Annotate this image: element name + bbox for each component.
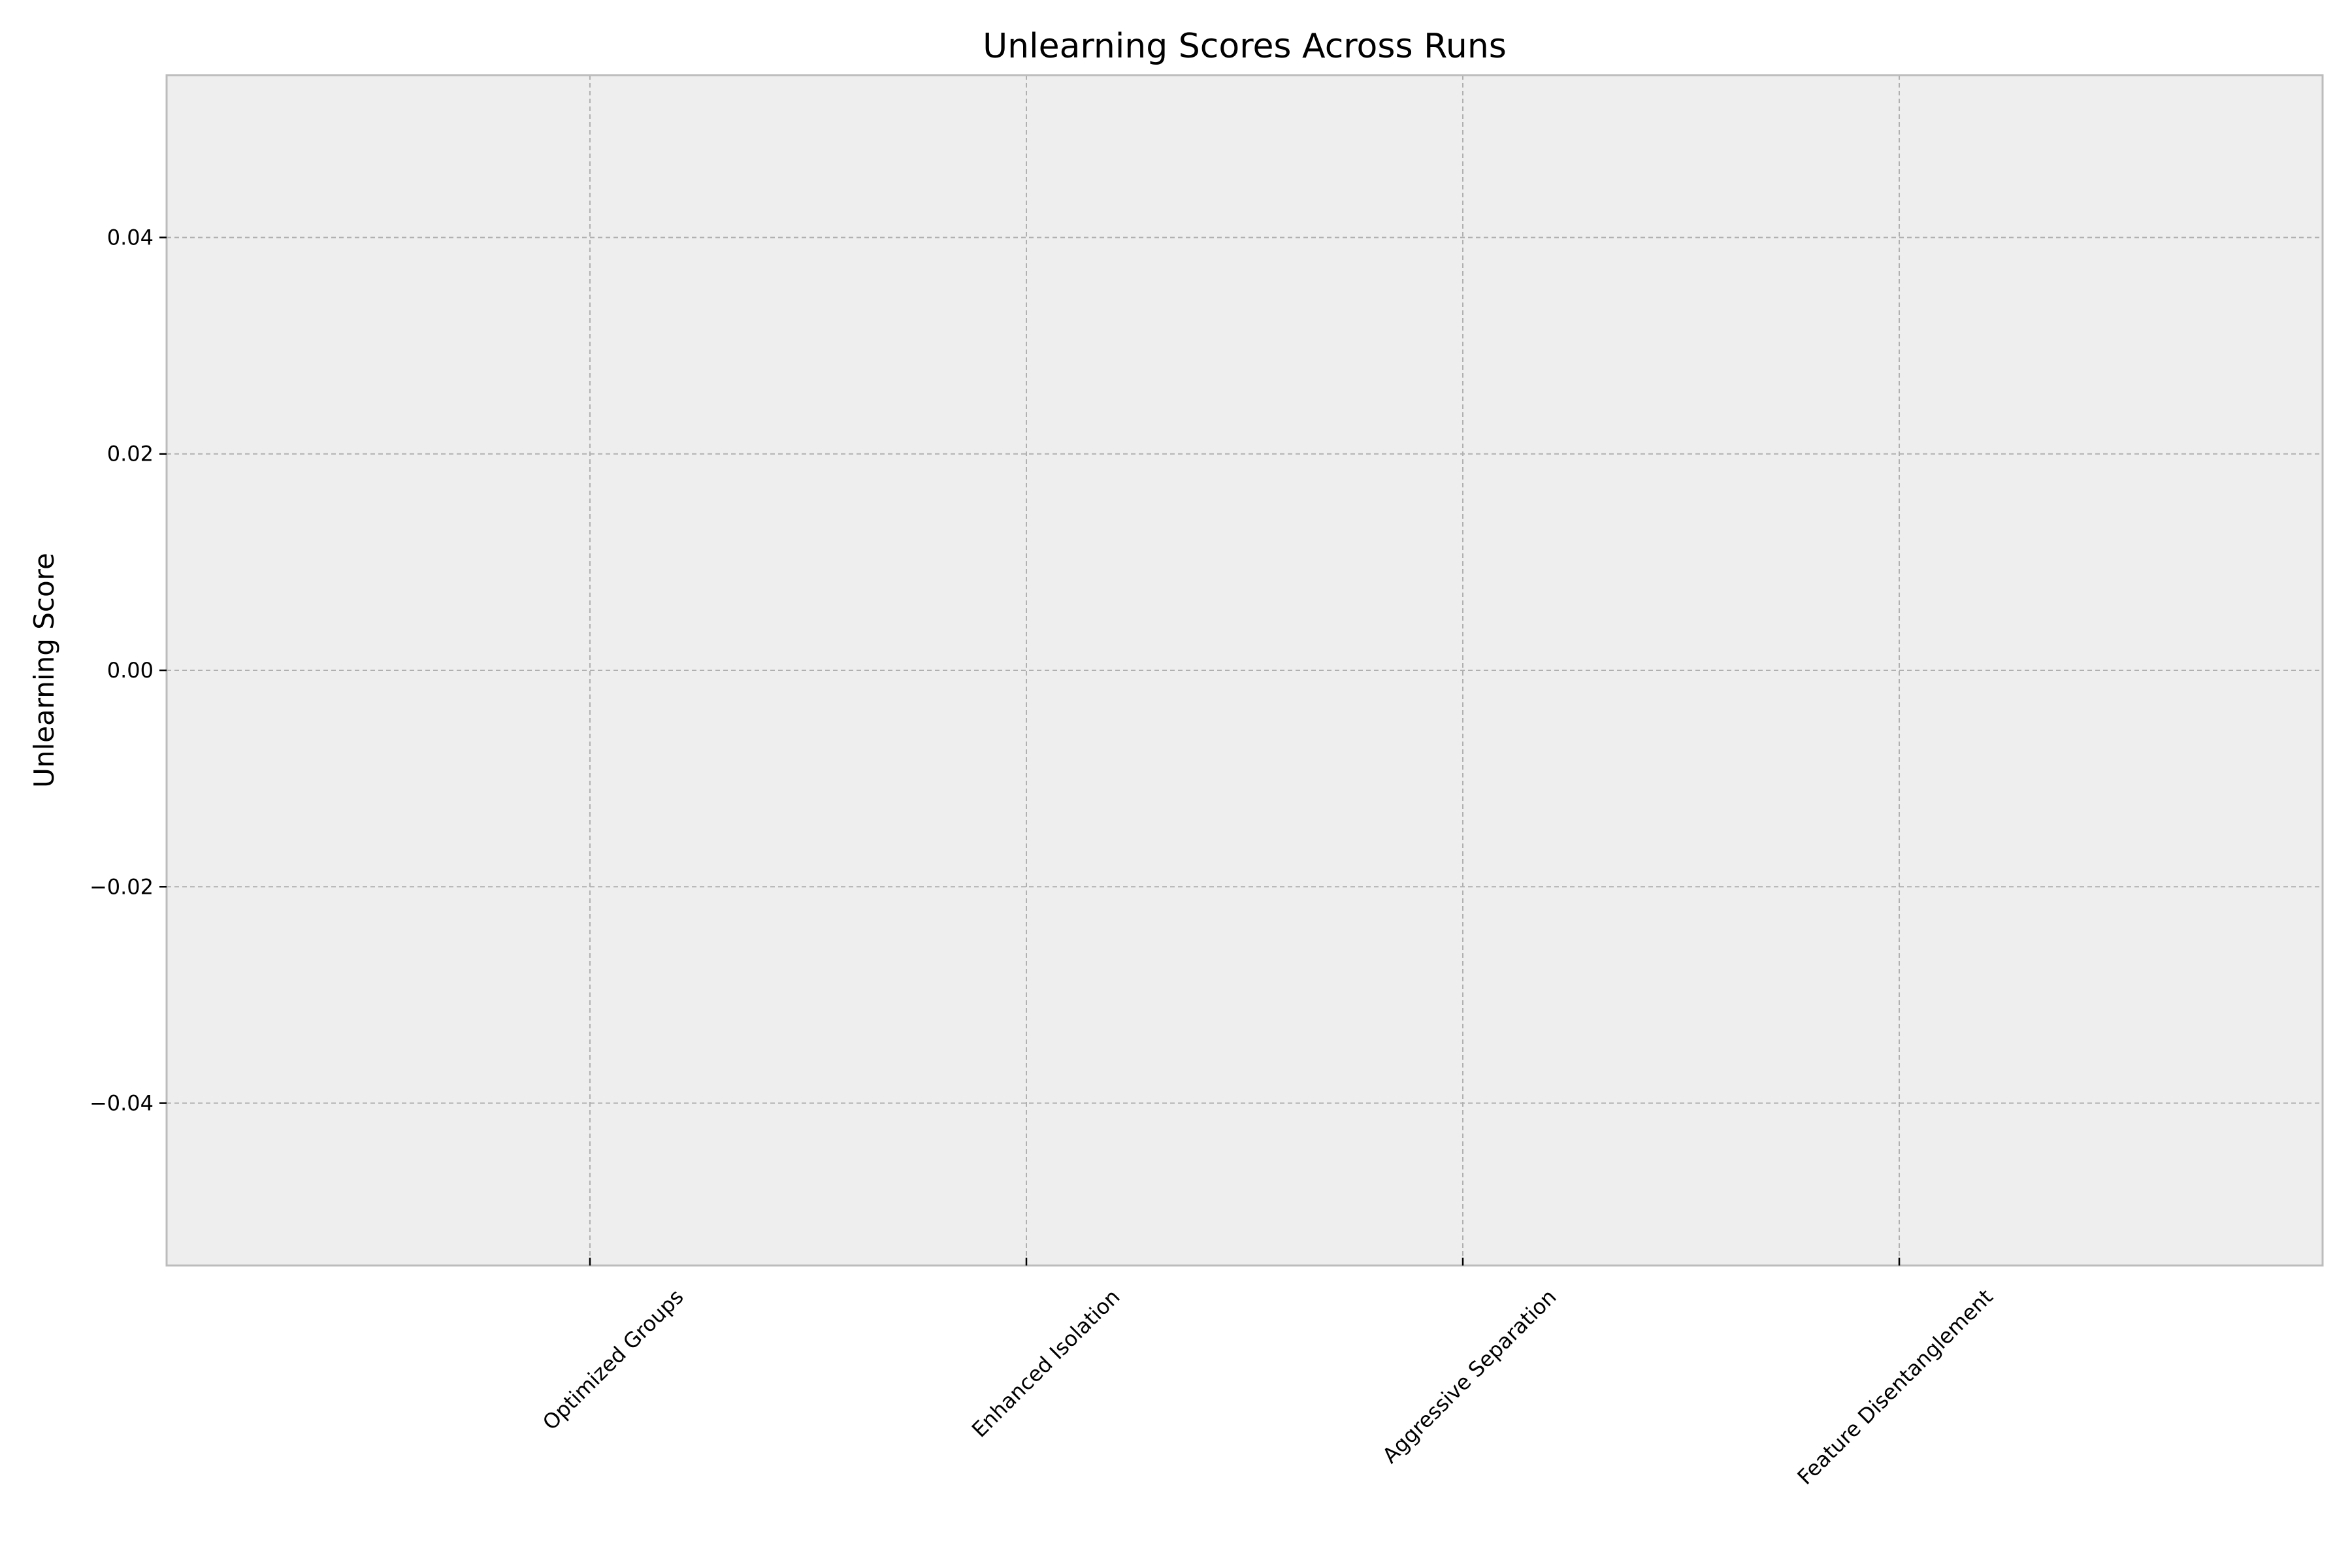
x-tick-label: Aggressive Separation bbox=[1377, 1284, 1561, 1468]
y-tick-label: 0.04 bbox=[107, 225, 154, 250]
x-tick-label: Optimized Groups bbox=[538, 1284, 689, 1435]
y-tick-label: −0.02 bbox=[90, 874, 154, 899]
chart-title: Unlearning Scores Across Runs bbox=[983, 27, 1507, 66]
x-tick-label: Enhanced Isolation bbox=[967, 1284, 1125, 1443]
grid-lines bbox=[167, 75, 2323, 1266]
y-axis-ticks: −0.04 −0.02 0.00 0.02 0.04 bbox=[90, 225, 167, 1116]
y-tick-label: −0.04 bbox=[90, 1091, 154, 1116]
x-tick-label: Feature Disentanglement bbox=[1793, 1284, 1998, 1490]
x-axis-ticks: Optimized Groups Enhanced Isolation Aggres… bbox=[538, 1258, 1998, 1490]
y-axis-title: Unlearning Score bbox=[28, 553, 60, 788]
y-tick-label: 0.00 bbox=[107, 658, 154, 683]
y-tick-label: 0.02 bbox=[107, 442, 154, 466]
